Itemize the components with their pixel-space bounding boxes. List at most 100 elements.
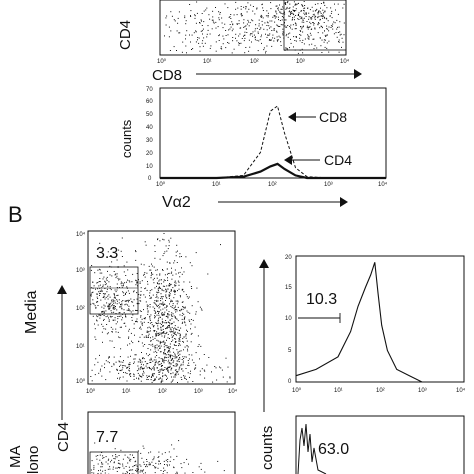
scatter-dot [129,281,131,283]
x-tick-label: 10¹ [203,59,212,65]
scatter-dot [236,14,238,16]
scatter-dot [252,20,254,22]
scatter-dot [184,307,186,309]
scatter-dot [298,14,299,16]
scatter-dot [173,360,175,362]
scatter-dot [219,13,221,15]
scatter-dot [304,14,306,16]
scatter-dot [129,310,131,312]
scatter-dot [140,363,142,365]
scatter-dot [288,8,290,9]
scatter-dot [258,19,260,21]
scatter-dot [156,367,158,368]
scatter-dot [309,21,311,23]
scatter-dot [326,28,328,30]
scatter-dot [136,310,138,311]
scatter-dot [229,377,231,379]
scatter-dot [116,273,118,275]
scatter-dot [169,322,171,324]
scatter-dot [169,361,171,363]
scatter-dot [163,470,164,472]
scatter-dot [141,318,143,320]
scatter-dot [97,298,99,299]
scatter-dot [309,32,311,34]
scatter-dot [326,42,328,44]
cd4-series-label: CD4 [324,152,352,168]
scatter-dot [166,377,168,379]
scatter-dot [251,33,253,35]
scatter-dot [93,285,95,287]
scatter-dot [301,4,303,6]
scatter-dot [219,12,221,13]
scatter-dot [107,315,109,317]
scatter-dot [167,337,169,339]
scatter-dot [173,466,175,468]
scatter-dot [115,297,116,299]
scatter-dot [312,10,314,12]
scatter-dot [175,345,177,346]
scatter-dot [216,379,218,381]
scatter-dot [178,32,180,34]
scatter-dot [189,34,190,36]
scatter-dot [165,332,167,334]
scatter-dot [146,330,148,332]
scatter-dot [158,463,160,465]
scatter-dot [149,353,151,355]
scatter-dot [101,290,103,292]
scatter-dot [164,335,166,337]
scatter-dot [182,362,184,364]
scatter-dot [125,314,126,316]
scatter-dot [165,245,167,247]
scatter-dot [122,361,124,363]
scatter-dot [159,347,160,349]
scatter-dot [101,323,103,325]
scatter-dot [335,9,336,11]
y-tick-label: 10³ [76,268,85,274]
scatter-dot [282,13,284,15]
scatter-dot [308,44,310,46]
scatter-dot [165,297,167,299]
scatter-dot [138,369,140,371]
scatter-dot [104,298,106,300]
scatter-dot [98,372,100,374]
scatter-dot [276,36,278,38]
scatter-dot [126,471,128,473]
scatter-dot [289,3,291,5]
scatter-dot [274,21,276,23]
scatter-dot [147,322,149,323]
scatter-dot [157,320,159,322]
scatter-dot [309,26,311,28]
scatter-dot [113,302,115,304]
scatter-dot [159,332,161,334]
scatter-dot [109,362,110,364]
scatter-dot [178,329,180,331]
scatter-dot [156,304,158,306]
scatter-dot [143,294,145,296]
scatter-dot [96,301,97,303]
scatter-dot [105,456,107,458]
scatter-dot [218,35,220,37]
scatter-dot [272,34,274,36]
scatter-dot [118,315,120,317]
scatter-dot [174,334,176,335]
scatter-dot [165,295,167,297]
scatter-dot [193,32,195,34]
scatter-dot [258,40,260,42]
scatter-dot [94,328,96,330]
scatter-dot [163,331,165,332]
scatter-dot [128,365,130,367]
scatter-dot [159,347,161,349]
scatter-dot [136,282,138,284]
scatter-dot [151,289,153,291]
scatter-dot [148,452,150,454]
scatter-dot [159,368,161,370]
scatter-dot [309,17,311,19]
scatter-dot [153,266,155,268]
scatter-dot [154,362,156,364]
scatter-dot [140,287,142,289]
scatter-dot [196,287,198,289]
scatter-dot [143,273,145,275]
scatter-dot [287,25,289,26]
scatter-dot [112,299,114,301]
scatter-dot [238,23,240,25]
